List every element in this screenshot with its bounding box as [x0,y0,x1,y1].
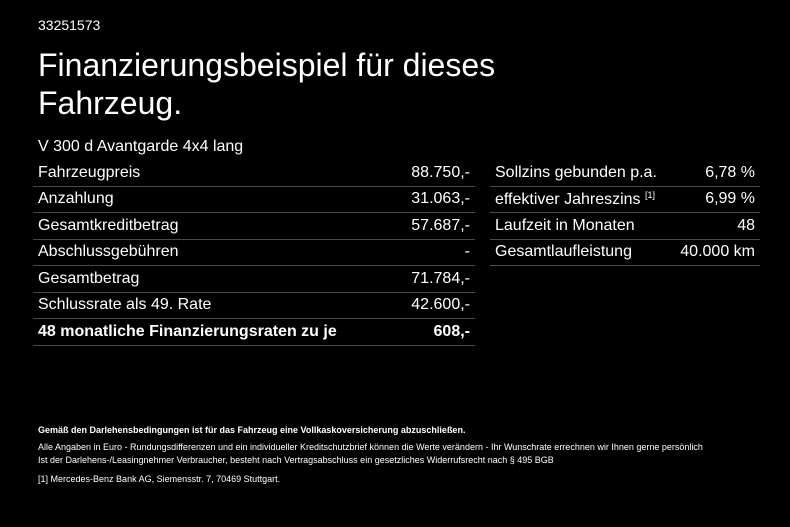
row-label: Anzahlung [33,186,395,213]
table-row: Laufzeit in Monaten 48 [490,212,760,240]
row-label: Schlussrate als 49. Rate [33,292,395,319]
row-value: 42.600,- [394,292,475,319]
table-row: Anzahlung 31.063,- [33,186,475,213]
table-row: effektiver Jahreszins [1] 6,99 % [490,186,760,213]
footer-line: Ist der Darlehens-/Leasingnehmer Verbrau… [38,455,554,465]
footer-lines: Alle Angaben in Euro - Rundungsdifferenz… [38,441,778,467]
row-label: Gesamtbetrag [33,265,395,293]
row-value: 6,78 % [670,160,760,187]
subtitle: V 300 d Avantgarde 4x4 lang [38,138,244,155]
title-line: Finanzierungsbeispiel für dieses [38,47,496,83]
title-line: Fahrzeug. [38,85,183,121]
footnote: [1] Mercedes-Benz Bank AG, Siemensstr. 7… [38,473,778,486]
document-id: 33251573 [38,17,101,33]
row-label: Sollzins gebunden p.a. [490,160,671,187]
row-value: 71.784,- [394,265,475,293]
row-label: effektiver Jahreszins [1] [490,186,671,213]
footnote-text: Mercedes-Benz Bank AG, Siemensstr. 7, 70… [50,474,281,484]
row-label: Gesamtlaufleistung [490,239,671,266]
table-row: 48 monatliche Finanzierungsraten zu je 60… [33,318,475,346]
row-value: 48 [670,212,760,240]
table-row: Gesamtkreditbetrag 57.687,- [33,212,475,240]
table-row: Fahrzeugpreis 88.750,- [33,160,475,187]
row-label: Abschlussgebühren [33,239,395,266]
row-label: Gesamtkreditbetrag [33,212,395,240]
footer: Gemäß den Darlehensbedingungen ist für d… [38,424,778,486]
row-value: 57.687,- [394,212,475,240]
table-row: Sollzins gebunden p.a. 6,78 % [490,160,760,187]
conditions-table: Sollzins gebunden p.a. 6,78 % effektiver J… [490,160,760,266]
table-row: Gesamtlaufleistung 40.000 km [490,239,760,266]
footer-line: Alle Angaben in Euro - Rundungsdifferenz… [38,442,703,452]
row-label: Fahrzeugpreis [33,160,395,187]
table-row: Schlussrate als 49. Rate 42.600,- [33,292,475,319]
row-value: 6,99 % [670,186,760,213]
row-value: 31.063,- [394,186,475,213]
row-value: 40.000 km [670,239,760,266]
row-value: 608,- [394,318,475,346]
title: Finanzierungsbeispiel für dieses Fahrzeug… [38,46,495,122]
row-value: 88.750,- [394,160,475,187]
footnote-marker: [1] [38,474,49,484]
footnote-ref: [1] [645,189,656,200]
row-value: - [394,239,475,266]
financing-table: Fahrzeugpreis 88.750,- Anzahlung 31.063,- Ge… [33,160,475,346]
row-label: 48 monatliche Finanzierungsraten zu je [33,318,395,346]
table-row: Abschlussgebühren - [33,239,475,266]
table-row: Gesamtbetrag 71.784,- [33,265,475,293]
footer-bold: Gemäß den Darlehensbedingungen ist für d… [38,425,466,435]
row-label: Laufzeit in Monaten [490,212,671,240]
